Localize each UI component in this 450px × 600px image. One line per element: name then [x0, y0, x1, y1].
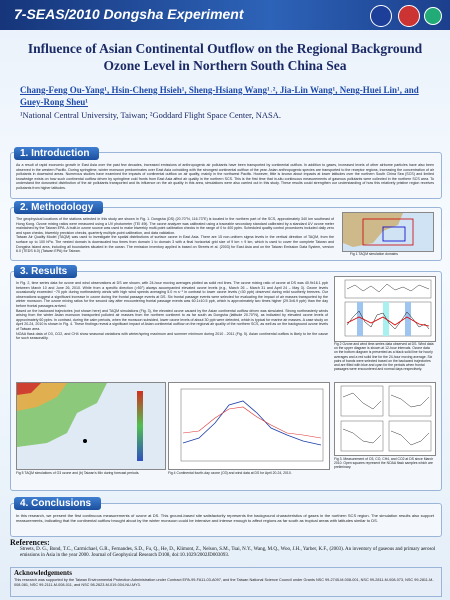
logo: [424, 7, 442, 25]
figure-caption: Fig 2 Ozone and wind time-series data ob…: [334, 342, 434, 372]
wind-trace: [346, 283, 430, 293]
trace: [342, 428, 382, 444]
title: Influence of Asian Continental Outflow o…: [27, 41, 423, 73]
domain-box: [362, 218, 414, 246]
section-text: In Fig. 2, time series data for ozone an…: [16, 281, 328, 341]
figure-caption: Fig 3. Measurement of O3, CO, CH4, and C…: [334, 457, 434, 470]
figure-simulation: [16, 382, 166, 470]
section-heading: 1. Introduction: [14, 147, 100, 160]
figure-caption: Fig 4 Continental fourth-day ozone (O3) …: [168, 471, 292, 475]
section-text: In this research, we present the first c…: [16, 513, 434, 523]
figure-case-study: [168, 382, 330, 470]
reference-text: Streets, D. G., Bond, T.C., Carmichael, …: [20, 547, 436, 558]
ozone-trace: [346, 310, 430, 330]
ozone-field: [17, 383, 41, 395]
plot-frame: [340, 385, 384, 417]
ozone-average: [346, 316, 430, 327]
banner-title: 7-SEAS/2010 Dongsha Experiment: [14, 6, 244, 22]
section-heading: 3. Results: [14, 265, 78, 278]
section-heading: 4. Conclusions: [14, 497, 102, 510]
figure-caption: Fig 5 TAQM simulations of O3 ozone and (…: [16, 471, 140, 475]
station: [83, 439, 87, 443]
references-heading: References:: [10, 538, 50, 547]
acknowledgements-box: [10, 567, 442, 597]
references-list: Streets, D. G., Bond, T.C., Carmichael, …: [10, 547, 440, 559]
domain-box: [382, 226, 406, 242]
authors: Chang-Feng Ou-Yang¹, Hsin-Cheng Hsieh¹, …: [20, 85, 419, 107]
plot-frame: [388, 385, 432, 417]
section-text: As a result of rapid economic growth in …: [16, 163, 434, 190]
band: [357, 302, 363, 336]
reference-item: Streets, D. G., Bond, T.C., Carmichael, …: [10, 547, 440, 559]
section-heading: 2. Methodology: [14, 201, 104, 214]
trace: [390, 430, 430, 446]
land: [343, 213, 403, 247]
wind-trace: [182, 406, 322, 439]
plot-frame: [180, 388, 324, 462]
figure-map: [342, 212, 434, 252]
logo: [370, 5, 392, 27]
figure-timeseries: [334, 276, 436, 342]
figure-measurements: [334, 382, 436, 456]
plot-frame: [344, 279, 432, 299]
figure-caption: Fig 1.TAQM simulation domains: [350, 252, 398, 256]
acknowledgements-heading: Acknowledgements: [14, 569, 72, 577]
acknowledgements-text: This research was supported by the Taiwa…: [14, 578, 434, 587]
ozone-trace: [182, 400, 322, 446]
affiliations: ¹National Central University, Taiwan; ²G…: [20, 110, 282, 120]
plot-frame: [388, 420, 432, 452]
band: [405, 302, 411, 336]
trace: [390, 394, 430, 408]
trace: [342, 392, 382, 410]
reference-number: [10, 547, 20, 559]
logo: [398, 5, 420, 27]
colorbar: [137, 391, 143, 461]
section-text: The geophysical locations of the station…: [16, 217, 334, 254]
banner: 7-SEAS/2010 Dongsha Experiment: [0, 0, 450, 30]
plot-frame: [340, 420, 384, 452]
